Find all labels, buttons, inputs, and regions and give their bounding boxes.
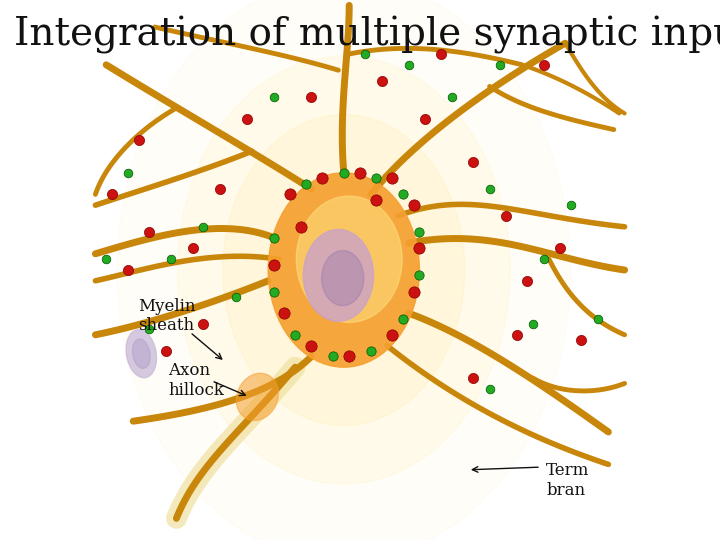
Point (160, 347, 171, 355)
Point (268, 287, 279, 296)
Point (397, 190, 409, 199)
Ellipse shape (126, 329, 156, 378)
Point (370, 174, 382, 183)
Text: Term
bran: Term bran (546, 462, 590, 499)
Point (538, 255, 549, 264)
Point (387, 174, 398, 183)
Point (305, 93, 317, 102)
Point (230, 293, 242, 301)
Point (565, 201, 577, 210)
Point (500, 212, 511, 220)
Point (122, 266, 134, 274)
Point (446, 93, 458, 102)
Ellipse shape (303, 230, 374, 321)
Point (511, 330, 523, 339)
Point (122, 168, 134, 177)
Point (354, 168, 366, 177)
Text: Axon
hillock: Axon hillock (168, 362, 224, 399)
Ellipse shape (117, 0, 570, 540)
Point (289, 330, 301, 339)
Point (576, 336, 588, 345)
Point (413, 244, 425, 253)
Point (408, 287, 420, 296)
Point (327, 352, 339, 361)
Point (295, 222, 307, 231)
Point (284, 190, 296, 199)
Point (144, 325, 156, 334)
Ellipse shape (297, 196, 402, 322)
Ellipse shape (268, 173, 419, 367)
Point (144, 228, 156, 237)
Text: Integration of multiple synaptic inputs: Integration of multiple synaptic inputs (14, 16, 720, 54)
Point (268, 260, 279, 269)
Point (338, 168, 350, 177)
Point (343, 352, 355, 361)
Point (408, 201, 420, 210)
Point (370, 195, 382, 204)
Point (495, 60, 506, 69)
Point (365, 347, 377, 355)
Point (240, 114, 253, 123)
Point (376, 77, 387, 85)
Point (317, 174, 328, 183)
Point (403, 60, 415, 69)
Point (484, 384, 495, 393)
Point (592, 314, 603, 323)
Point (166, 255, 177, 264)
Point (197, 320, 209, 328)
Ellipse shape (236, 373, 279, 421)
Point (527, 320, 539, 328)
Point (387, 330, 398, 339)
Point (268, 233, 279, 242)
Point (522, 276, 534, 285)
Ellipse shape (322, 251, 364, 306)
Ellipse shape (177, 56, 510, 484)
Point (435, 50, 446, 58)
Point (279, 309, 290, 318)
Point (554, 244, 566, 253)
Point (106, 190, 117, 199)
Point (132, 136, 144, 145)
Point (468, 158, 480, 166)
Point (187, 244, 199, 253)
Point (413, 271, 425, 280)
Point (397, 314, 409, 323)
Point (484, 185, 495, 193)
Ellipse shape (132, 339, 150, 368)
Point (359, 50, 372, 58)
Point (101, 255, 112, 264)
Point (300, 179, 312, 188)
Ellipse shape (222, 114, 465, 426)
Text: Myelin
sheath: Myelin sheath (138, 298, 196, 334)
Point (268, 93, 279, 102)
Point (305, 341, 317, 350)
Point (214, 185, 225, 193)
Point (538, 60, 549, 69)
Point (197, 222, 209, 231)
Point (419, 114, 431, 123)
Point (468, 374, 480, 382)
Point (413, 228, 425, 237)
